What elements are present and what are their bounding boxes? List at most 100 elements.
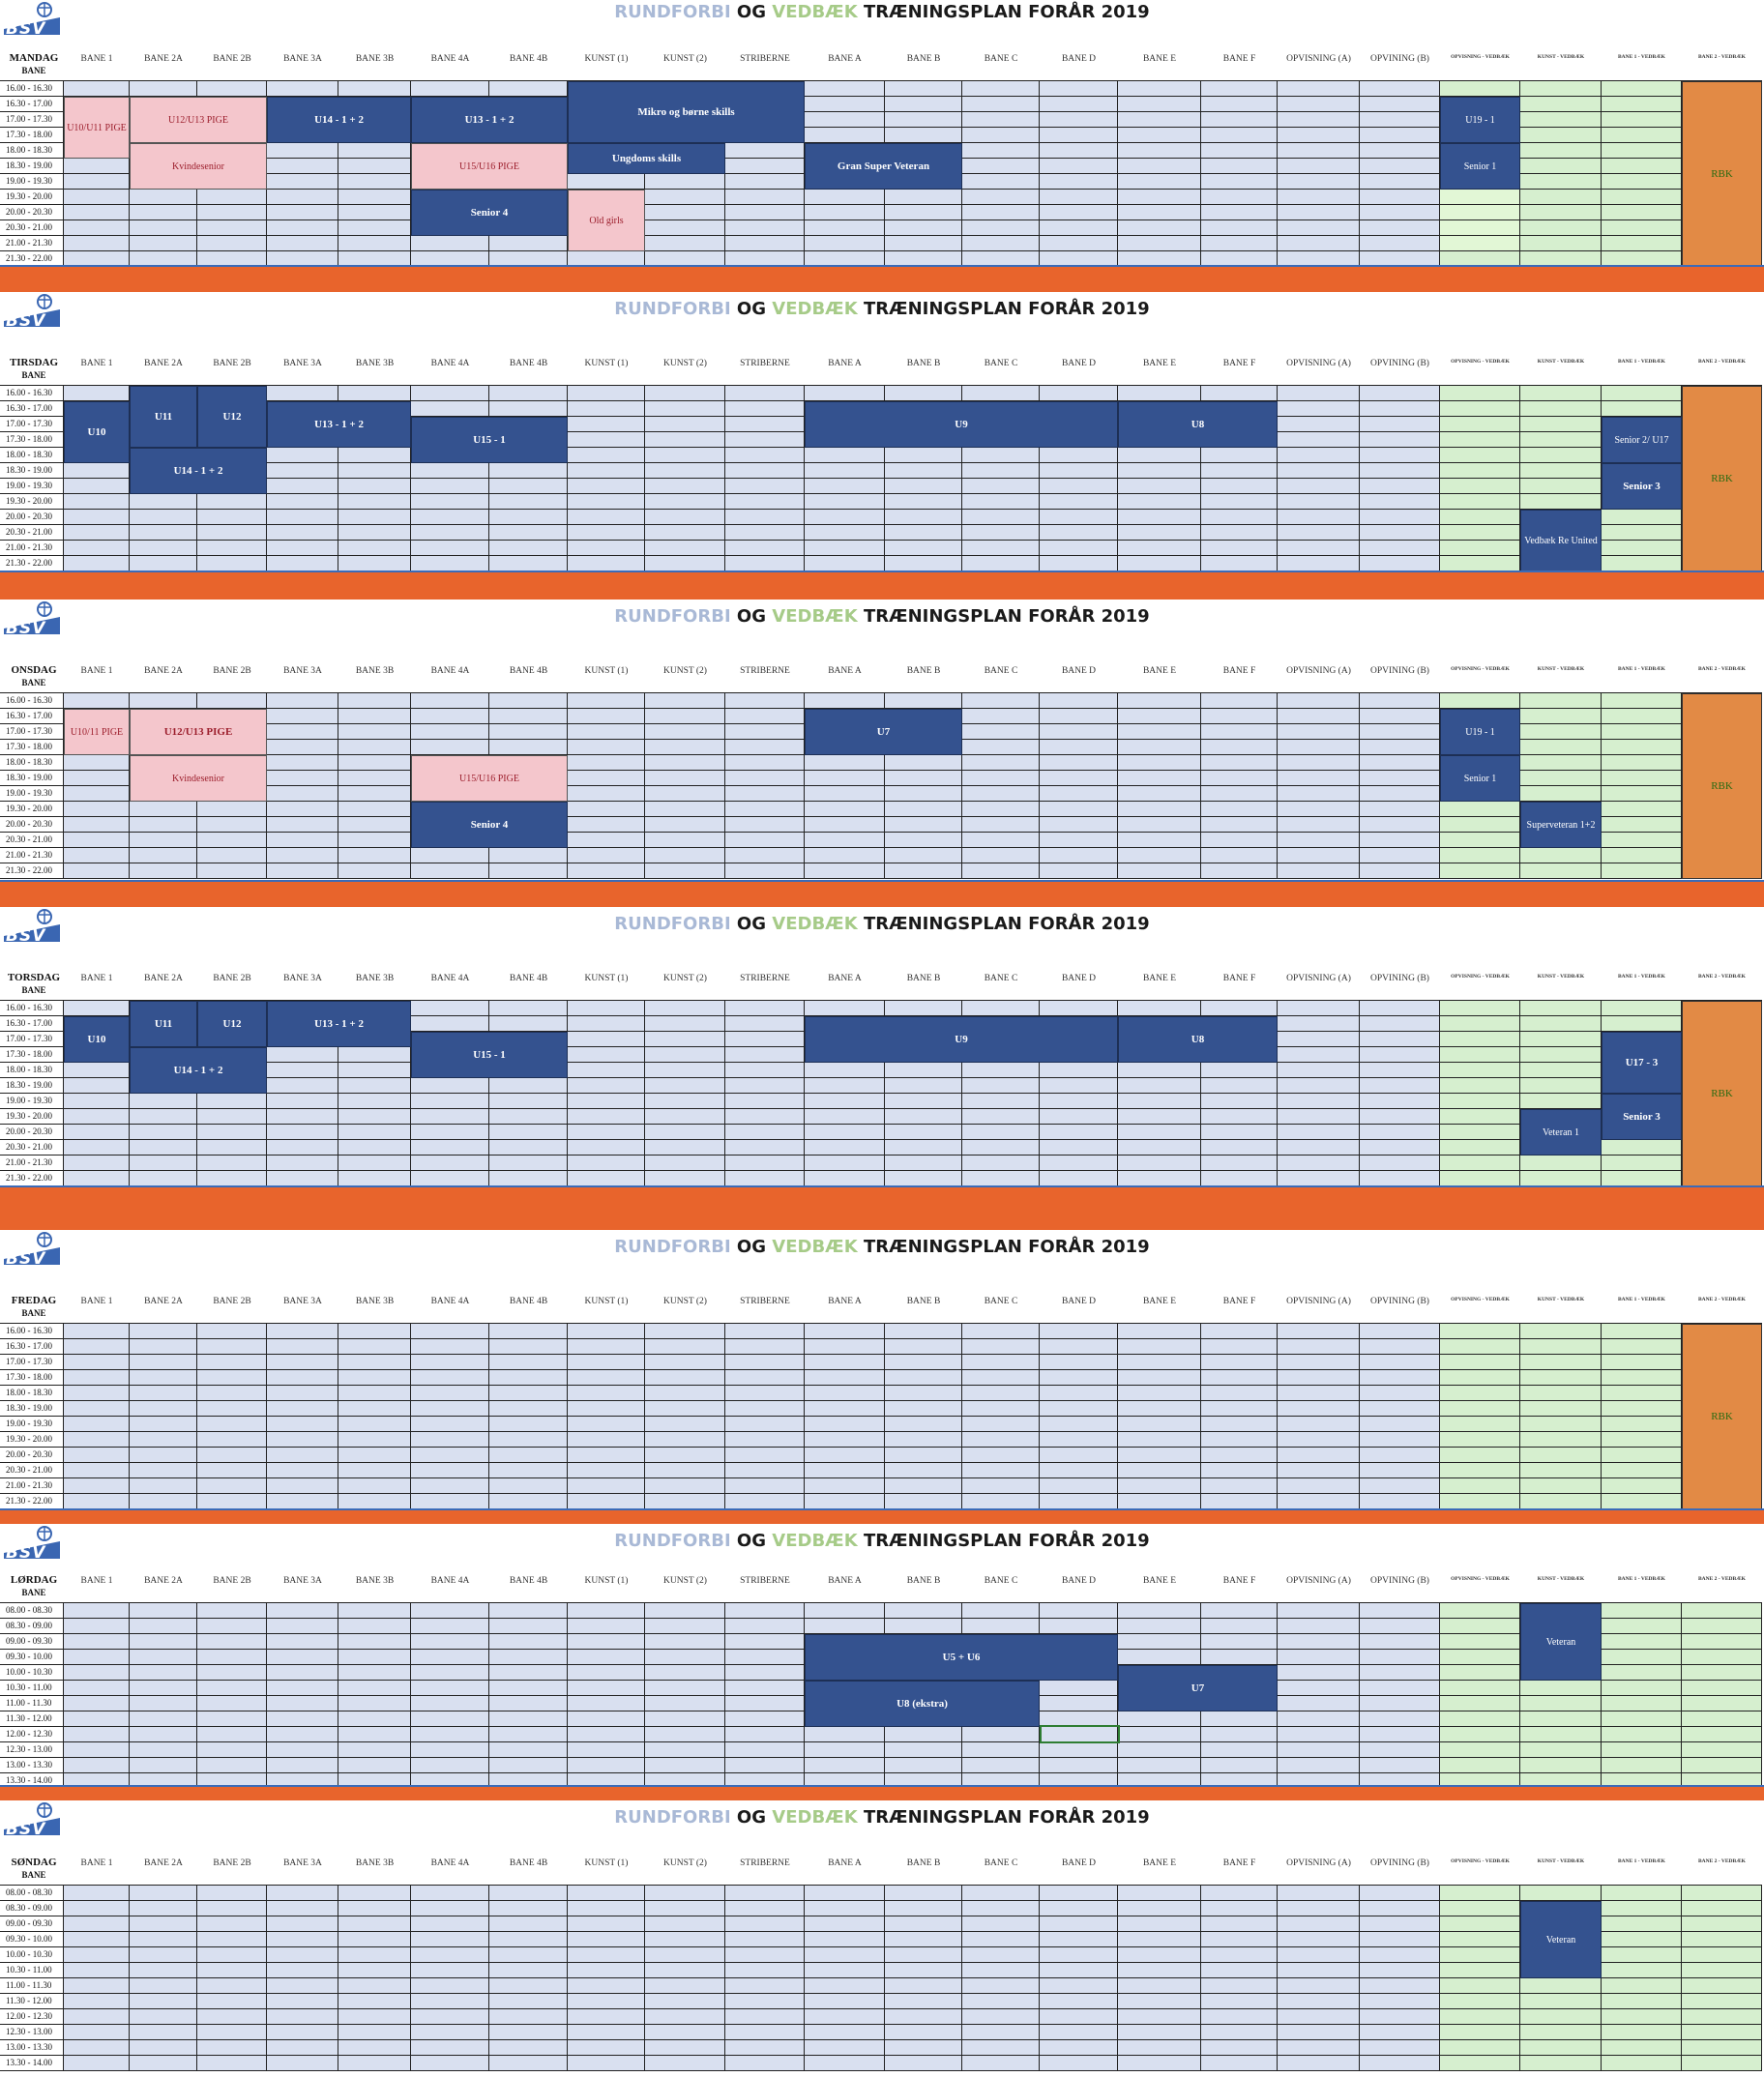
schedule-cell[interactable]: [725, 1156, 805, 1171]
schedule-cell[interactable]: [725, 1063, 805, 1078]
schedule-cell[interactable]: [1360, 1140, 1440, 1156]
schedule-cell[interactable]: [1040, 1109, 1118, 1125]
schedule-cell[interactable]: [64, 1094, 130, 1109]
schedule-cell[interactable]: [1360, 1125, 1440, 1140]
schedule-cell[interactable]: [645, 190, 725, 205]
schedule-cell[interactable]: [1440, 1478, 1520, 1494]
schedule-cell[interactable]: [1040, 709, 1118, 724]
schedule-cell[interactable]: [1602, 1355, 1682, 1370]
schedule-cell[interactable]: [885, 1339, 962, 1355]
schedule-cell[interactable]: [1201, 1932, 1278, 1947]
schedule-cell[interactable]: [1360, 1742, 1440, 1758]
schedule-cell[interactable]: [1520, 848, 1602, 863]
schedule-cell[interactable]: [411, 1370, 489, 1386]
training-block[interactable]: U10: [64, 401, 130, 463]
schedule-cell[interactable]: [645, 525, 725, 541]
schedule-cell[interactable]: [1440, 510, 1520, 525]
schedule-cell[interactable]: [1440, 1094, 1520, 1109]
schedule-cell[interactable]: [267, 1711, 338, 1727]
schedule-cell[interactable]: [885, 1078, 962, 1094]
schedule-cell[interactable]: [645, 2025, 725, 2040]
schedule-cell[interactable]: [267, 1742, 338, 1758]
schedule-cell[interactable]: [130, 693, 197, 709]
schedule-cell[interactable]: [568, 1727, 645, 1742]
schedule-cell[interactable]: [1440, 2009, 1520, 2025]
schedule-cell[interactable]: [64, 833, 130, 848]
schedule-cell[interactable]: [1602, 2040, 1682, 2056]
schedule-cell[interactable]: [805, 1463, 885, 1478]
schedule-cell[interactable]: [1118, 863, 1201, 879]
schedule-cell[interactable]: [1602, 1727, 1682, 1742]
schedule-cell[interactable]: [411, 81, 489, 97]
schedule-cell[interactable]: [130, 802, 197, 817]
schedule-cell[interactable]: [411, 463, 489, 479]
schedule-cell[interactable]: [805, 1478, 885, 1494]
schedule-cell[interactable]: [1520, 771, 1602, 786]
schedule-cell[interactable]: [1520, 1156, 1602, 1171]
schedule-cell[interactable]: [1360, 817, 1440, 833]
schedule-cell[interactable]: [1201, 1603, 1278, 1619]
schedule-cell[interactable]: [1118, 2025, 1201, 2040]
schedule-cell[interactable]: [1201, 1916, 1278, 1932]
schedule-cell[interactable]: [64, 1432, 130, 1448]
schedule-cell[interactable]: [725, 1032, 805, 1047]
schedule-cell[interactable]: [962, 143, 1040, 159]
schedule-cell[interactable]: [725, 1355, 805, 1370]
schedule-cell[interactable]: [1440, 817, 1520, 833]
schedule-cell[interactable]: [1360, 1448, 1440, 1463]
schedule-cell[interactable]: [1118, 817, 1201, 833]
schedule-cell[interactable]: [489, 401, 568, 417]
schedule-cell[interactable]: [1201, 510, 1278, 525]
rbk-block[interactable]: RBK: [1682, 386, 1762, 571]
schedule-cell[interactable]: [725, 401, 805, 417]
schedule-cell[interactable]: [338, 1463, 411, 1478]
schedule-cell[interactable]: [1520, 159, 1602, 174]
schedule-cell[interactable]: [1278, 1355, 1360, 1370]
schedule-cell[interactable]: [1201, 1355, 1278, 1370]
schedule-cell[interactable]: [1201, 755, 1278, 771]
schedule-cell[interactable]: [568, 1978, 645, 1994]
schedule-cell[interactable]: [962, 1478, 1040, 1494]
schedule-cell[interactable]: [1040, 159, 1118, 174]
schedule-cell[interactable]: [725, 2025, 805, 2040]
schedule-cell[interactable]: [64, 159, 130, 174]
training-block[interactable]: U17 - 3: [1602, 1032, 1682, 1094]
schedule-cell[interactable]: [645, 1324, 725, 1339]
schedule-cell[interactable]: [130, 205, 197, 220]
schedule-cell[interactable]: [338, 541, 411, 556]
schedule-cell[interactable]: [962, 1156, 1040, 1171]
schedule-cell[interactable]: [1118, 81, 1201, 97]
schedule-cell[interactable]: [64, 1063, 130, 1078]
schedule-cell[interactable]: [1520, 1063, 1602, 1078]
schedule-cell[interactable]: [267, 1696, 338, 1711]
schedule-cell[interactable]: [1118, 190, 1201, 205]
schedule-cell[interactable]: [1520, 1094, 1602, 1109]
schedule-cell[interactable]: [725, 1727, 805, 1742]
schedule-cell[interactable]: [1520, 1386, 1602, 1401]
schedule-cell[interactable]: [805, 1963, 885, 1978]
schedule-cell[interactable]: [1602, 1696, 1682, 1711]
schedule-cell[interactable]: [1520, 190, 1602, 205]
schedule-cell[interactable]: [338, 1386, 411, 1401]
schedule-cell[interactable]: [1520, 1978, 1602, 1994]
schedule-cell[interactable]: [338, 1448, 411, 1463]
schedule-cell[interactable]: [1278, 1916, 1360, 1932]
schedule-cell[interactable]: [568, 1463, 645, 1478]
schedule-cell[interactable]: [1440, 1947, 1520, 1963]
schedule-cell[interactable]: [1278, 1432, 1360, 1448]
schedule-cell[interactable]: [1040, 556, 1118, 571]
schedule-cell[interactable]: [489, 1886, 568, 1901]
schedule-cell[interactable]: [962, 1758, 1040, 1773]
schedule-cell[interactable]: [645, 463, 725, 479]
schedule-cell[interactable]: [64, 190, 130, 205]
schedule-cell[interactable]: [411, 2009, 489, 2025]
schedule-cell[interactable]: [1040, 802, 1118, 817]
schedule-cell[interactable]: [64, 479, 130, 494]
schedule-cell[interactable]: [411, 1603, 489, 1619]
schedule-cell[interactable]: [411, 1711, 489, 1727]
schedule-cell[interactable]: [962, 236, 1040, 251]
training-block[interactable]: U14 - 1 + 2: [130, 448, 267, 494]
schedule-cell[interactable]: [1682, 1978, 1762, 1994]
schedule-cell[interactable]: [1278, 2040, 1360, 2056]
schedule-cell[interactable]: [197, 1619, 267, 1634]
